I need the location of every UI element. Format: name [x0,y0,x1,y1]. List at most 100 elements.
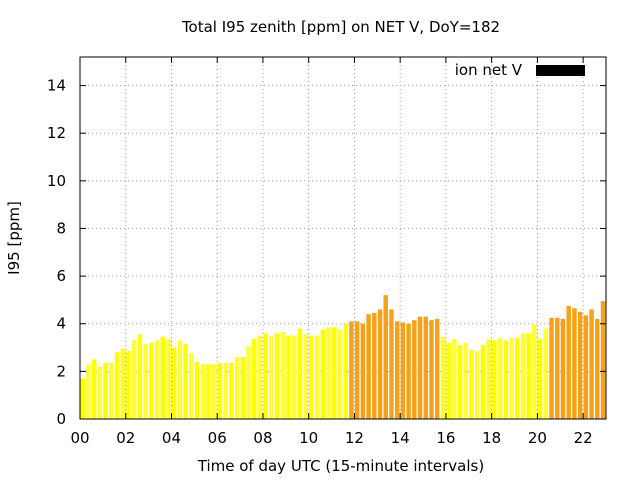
y-tick-label: 0 [56,410,66,428]
bar [434,318,440,419]
bar [217,363,223,419]
x-tick-label: 14 [391,429,410,447]
bar [555,317,560,419]
bar [171,347,177,419]
bar [383,295,388,419]
bar [589,309,594,419]
bar [326,327,331,419]
y-tick-label: 8 [56,219,66,237]
x-tick-label: 10 [299,429,318,447]
bar [257,335,263,419]
x-tick-label: 20 [528,429,547,447]
bar [452,339,457,419]
bar [412,320,417,419]
bar [583,315,589,419]
bar [354,321,360,419]
bar [463,342,469,419]
bar [189,353,194,419]
bar [131,340,137,419]
bar [457,345,463,419]
bar [194,361,200,419]
bar [263,333,268,419]
bar [91,359,97,419]
bar [137,334,143,419]
bar [600,301,606,419]
x-tick-label: 22 [574,429,593,447]
bar [252,339,257,419]
bar [160,336,166,419]
plot-frame [79,56,607,420]
bar [475,351,480,419]
x-tick-label: 12 [345,429,364,447]
bar [429,320,434,419]
bar [109,363,114,419]
bar [406,323,411,419]
x-tick-label: 18 [482,429,501,447]
bar [446,342,451,419]
bar [97,366,103,419]
bar [537,339,543,419]
bar [577,311,583,419]
bar [423,316,429,419]
y-tick-label: 10 [47,172,66,190]
bar [183,343,188,419]
bar [497,338,503,419]
bar [143,343,148,419]
bar [503,340,509,419]
bar [86,364,91,419]
bar [212,364,217,419]
bar [274,333,280,419]
x-tick-label: 02 [116,429,135,447]
bar [389,309,394,419]
bar [177,340,183,419]
bar [572,308,577,419]
bar [440,336,446,419]
bar [372,313,377,419]
bar [337,329,343,419]
bar [280,332,286,419]
bar [532,324,537,419]
bar [343,323,348,419]
x-tick-label: 00 [70,429,89,447]
bar [234,357,240,419]
x-axis-label: Time of day UTC (15-minute intervals) [197,457,484,475]
bar [149,342,154,419]
bar [103,363,108,419]
bar [560,318,566,419]
bar [520,333,526,419]
bar [297,328,303,419]
y-axis-label: I95 [ppm] [5,201,23,275]
chart-title: Total I95 zenith [ppm] on NET V, DoY=182 [181,18,500,36]
bar [240,357,246,419]
bar [394,321,400,419]
bar [509,338,514,419]
bar [206,364,211,419]
bar [549,317,554,419]
bar [543,328,549,419]
y-tick-label: 14 [47,77,66,95]
bar [309,335,314,419]
y-tick-label: 12 [47,124,66,142]
bar [154,340,160,419]
bar [120,348,125,419]
bar [492,340,497,419]
bar [292,335,297,419]
bar [417,316,423,419]
x-tick-label: 04 [162,429,181,447]
bar [480,345,486,419]
legend: ion net V [455,61,585,79]
y-tick-label: 4 [56,315,66,333]
bar [166,339,171,419]
bar [349,321,354,419]
legend-label: ion net V [455,61,523,79]
legend-swatch [536,65,585,76]
bar [332,327,337,419]
y-tick-label: 2 [56,362,66,380]
bar [566,305,571,419]
bar [286,335,291,419]
bar [200,364,206,419]
bar [80,378,85,419]
bar [223,363,228,419]
